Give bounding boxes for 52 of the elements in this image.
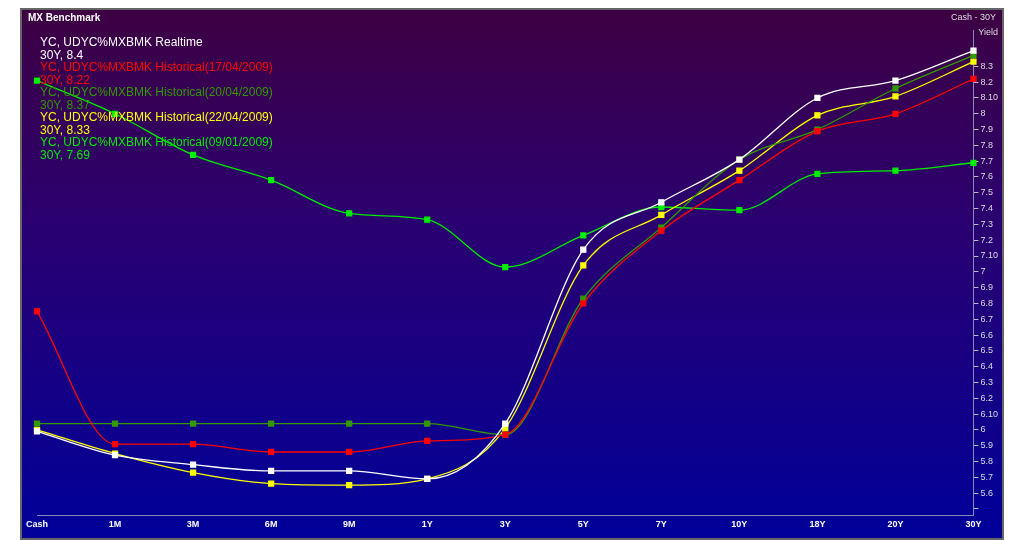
y-axis-title: Yield [978,27,998,37]
x-tick-label: 10Y [731,519,748,530]
y-tick-label: 6.5 [980,345,993,356]
x-tick-label: 3Y [499,519,511,530]
y-tick-label: 7 [980,266,986,277]
y-tick-label: 7.3 [980,218,993,229]
x-tick-label: 18Y [809,519,826,530]
y-tick-label: 8.2 [980,76,993,87]
x-tick-label: 30Y [965,519,982,530]
y-tick-label: 6.3 [980,376,993,387]
y-tick-label: 6.10 [980,408,999,419]
y-tick-label: 6.9 [980,282,993,293]
annotation: 30Y, 8.4 [40,47,85,62]
y-tick-label: 6.8 [980,297,993,308]
annotation: 30Y, 7.69 [40,147,91,162]
x-tick-label: 3M [186,519,200,530]
x-tick-label: 20Y [887,519,904,530]
x-tick-label: 1Y [421,519,433,530]
x-tick-label: 6M [264,519,278,530]
y-tick-label: 8.10 [980,92,999,103]
y-tick-label: 8 [980,108,986,119]
x-tick-label: 5Y [577,519,589,530]
y-tick-label: 8.3 [980,60,993,71]
annotation: 30Y, 8.33 [40,122,91,137]
y-tick-label: 5.6 [980,487,993,498]
annotation: 30Y, 8.37 [40,97,91,112]
y-tick-label: 7.7 [980,155,993,166]
y-tick-label: 6.4 [980,361,993,372]
y-tick-label: 7.10 [980,250,999,261]
y-tick-label: 7.5 [980,187,993,198]
x-tick-label: 9M [342,519,356,530]
y-tick-label: 6.6 [980,329,993,340]
y-tick-label: 6.2 [980,392,993,403]
text: Cash - 30Y [950,12,996,22]
y-tick-label: 5.8 [980,455,993,466]
y-tick-label: 7.9 [980,124,993,135]
text: YC, UDYC%MXBMK Historical(20/04/2009) [40,85,273,99]
chart-title: MX Benchmark [28,12,101,23]
text: YC, UDYC%MXBMK Historical(17/04/2009) [40,60,273,74]
x-tick-label: Cash [26,519,49,530]
y-tick-label: 6 [980,424,986,435]
y-tick-label: 7.4 [980,203,993,214]
y-tick-label: 7.2 [980,234,993,245]
y-tick-label: 5.7 [980,471,993,482]
y-tick-label: 7.8 [980,139,993,150]
annotation: 30Y, 8.22 [40,72,91,87]
x-tick-label: 7Y [655,519,667,530]
y-tick-label: 7.6 [980,171,993,182]
y-tick-label: 6.7 [980,313,993,324]
y-tick-label: 5.9 [980,440,993,451]
text: YC, UDYC%MXBMK Realtime [40,35,204,49]
x-tick-label: 1M [108,519,122,530]
